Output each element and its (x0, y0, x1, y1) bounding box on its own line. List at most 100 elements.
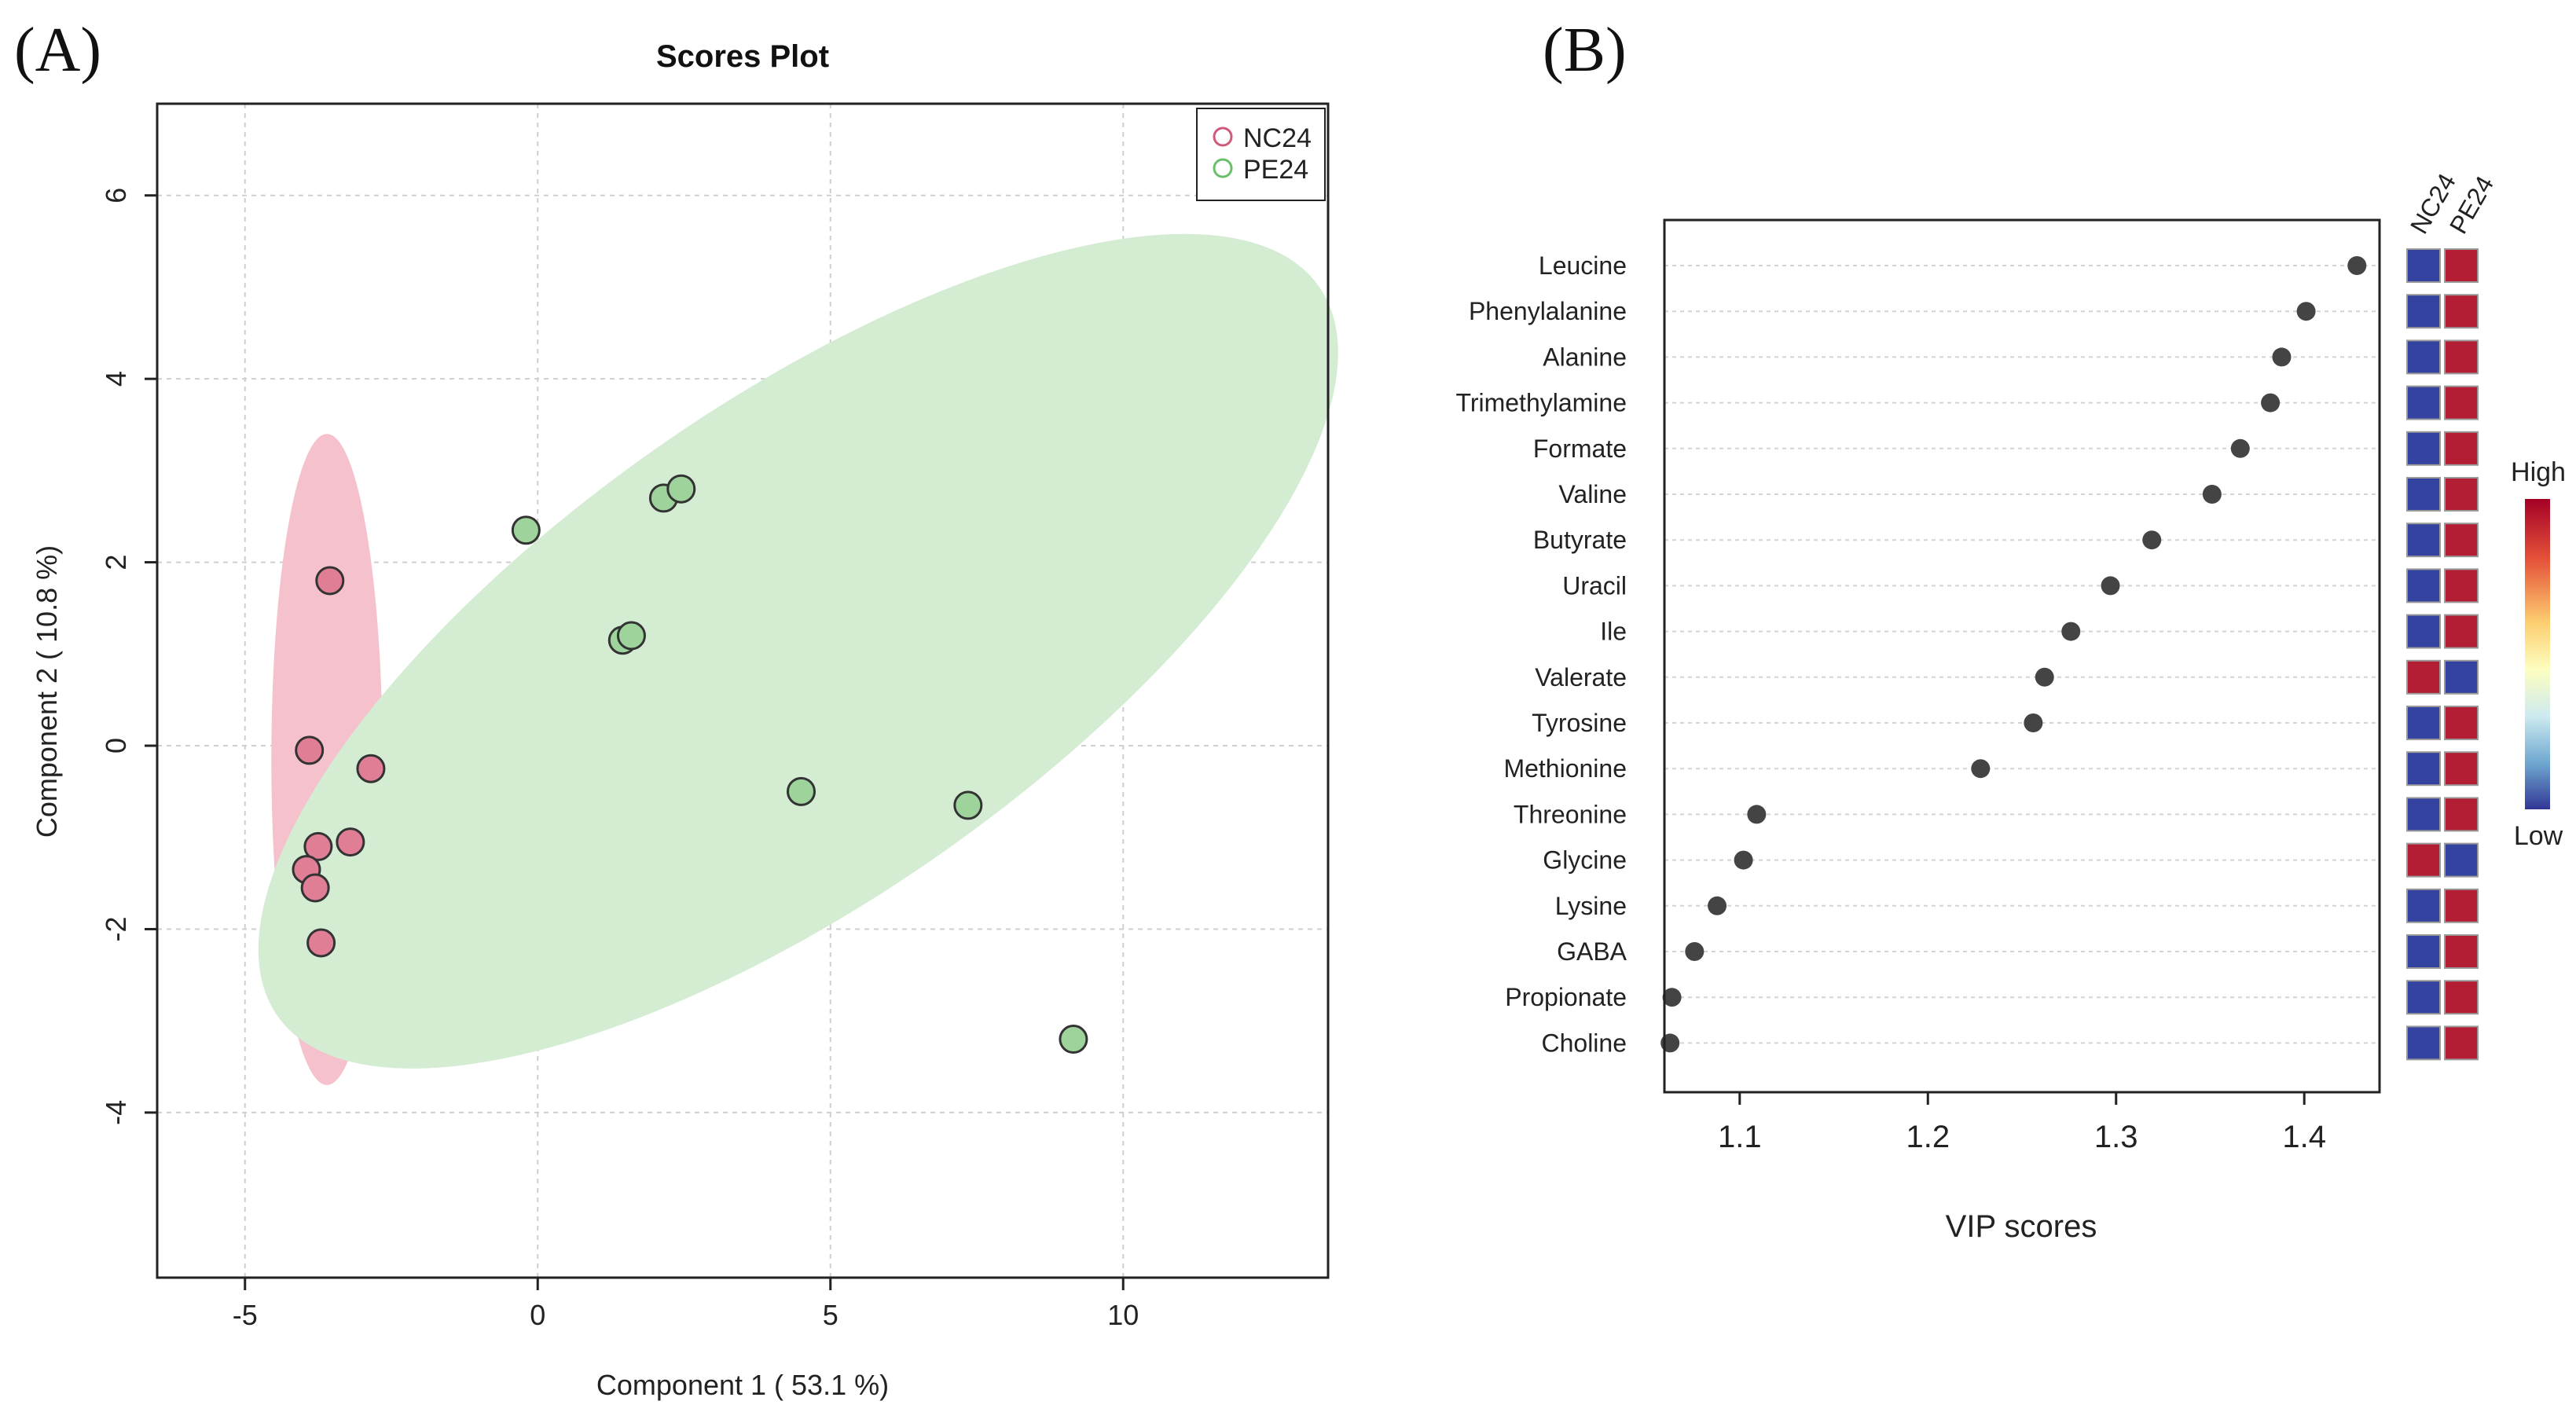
heatmap-cell-nc24 (2406, 568, 2441, 603)
group-ellipses (258, 233, 1338, 1085)
colorbar-high-label: High (2511, 457, 2566, 487)
heatmap-cell-nc24 (2406, 294, 2441, 329)
point-nc24 (306, 928, 336, 958)
heatmap-cell-pe24 (2444, 1025, 2479, 1061)
heatmap-cell-pe24 (2444, 888, 2479, 923)
y-tick-label: 2 (100, 555, 132, 570)
panel-a-scores-plot: (A) Scores Plot -5 0 5 10 -4 -2 0 2 4 6 Componen… (14, 16, 1338, 1401)
y-tick-label: 4 (100, 371, 132, 387)
heatmap-cell-pe24 (2444, 980, 2479, 1015)
heatmap-cell-pe24 (2444, 842, 2479, 878)
heatmap-cell-pe24 (2444, 706, 2479, 740)
panel-b-vip-plot: (B) Leucine Phenylalanine Alanine Trimethyl… (1455, 16, 2566, 1244)
vip-dot (1685, 942, 1704, 961)
y-tick-label: 0 (100, 738, 132, 754)
vip-feature-labels: Leucine Phenylalanine Alanine Trimethylamin… (1455, 251, 1627, 1057)
y-tick-label: -4 (100, 1100, 132, 1125)
scores-y-ticks: -4 -2 0 2 4 6 (100, 188, 157, 1125)
vip-dot (2347, 256, 2367, 275)
heatmap-cell-nc24 (2406, 888, 2441, 923)
heatmap-cell-pe24 (2444, 431, 2479, 466)
heatmap-cell-nc24 (2406, 431, 2441, 466)
heatmap-cell-pe24 (2444, 751, 2479, 787)
heatmap-cell-nc24 (2406, 339, 2441, 375)
feature-label: GABA (1557, 937, 1627, 966)
vip-heatmap (2406, 248, 2479, 1061)
panel-a-label: (A) (14, 16, 101, 85)
feature-label: Valerate (1535, 663, 1627, 691)
vip-x-tick-label: 1.3 (2094, 1120, 2138, 1154)
vip-dot (2061, 622, 2081, 641)
heatmap-cell-nc24 (2406, 614, 2441, 649)
heatmap-cell-nc24 (2406, 248, 2441, 283)
heatmap-cell-nc24 (2406, 523, 2441, 558)
feature-label: Trimethylamine (1455, 389, 1627, 417)
y-tick-label: -2 (100, 916, 132, 941)
ellipse-pe24 (258, 233, 1338, 1069)
feature-label: Methionine (1503, 754, 1627, 783)
heatmap-cell-pe24 (2444, 523, 2479, 558)
heatmap-cell-nc24 (2406, 385, 2441, 420)
point-pe24 (953, 790, 983, 820)
x-tick-label: 10 (1107, 1299, 1139, 1331)
vip-dot (1708, 896, 1727, 915)
legend-marker-nc24 (1213, 127, 1233, 147)
point-pe24 (511, 515, 541, 545)
scores-plot-title: Scores Plot (656, 39, 829, 74)
feature-label: Ile (1600, 618, 1627, 646)
point-pe24 (1059, 1025, 1088, 1054)
heatmap-cell-nc24 (2406, 797, 2441, 832)
point-pe24 (666, 474, 696, 504)
heatmap-cell-nc24 (2406, 477, 2441, 512)
heatmap-cell-nc24 (2406, 934, 2441, 969)
scores-y-axis-label: Component 2 ( 10.8 %) (31, 545, 63, 838)
point-nc24 (356, 754, 386, 783)
heatmap-cell-nc24 (2406, 1025, 2441, 1061)
feature-label: Tyrosine (1532, 709, 1627, 737)
feature-label: Uracil (1562, 571, 1627, 600)
vip-plot-frame (1663, 218, 2381, 1094)
x-tick-label: 0 (530, 1299, 545, 1331)
feature-label: Phenylalanine (1469, 297, 1627, 325)
scores-points (292, 474, 1088, 1054)
colorbar-low-label: Low (2514, 821, 2563, 851)
x-tick-label: 5 (823, 1299, 838, 1331)
point-nc24 (295, 735, 325, 765)
point-pe24 (787, 776, 816, 806)
vip-dot (2202, 485, 2222, 504)
vip-dot (2261, 393, 2281, 413)
heatmap-cell-pe24 (2444, 934, 2479, 969)
feature-label: Threonine (1514, 800, 1627, 828)
heatmap-cell-pe24 (2444, 614, 2479, 649)
heatmap-cell-pe24 (2444, 339, 2479, 375)
scores-legend: NC24 PE24 (1196, 108, 1326, 201)
vip-dot (1747, 805, 1767, 824)
feature-label: Valine (1558, 480, 1627, 508)
vip-dot (2272, 347, 2292, 367)
vip-dot (2230, 438, 2250, 458)
heatmap-cell-pe24 (2444, 385, 2479, 420)
vip-dot (2024, 713, 2043, 732)
vip-x-tick-label: 1.4 (2282, 1120, 2326, 1154)
feature-label: Formate (1533, 435, 1627, 463)
vip-dot (1662, 988, 1682, 1007)
vip-dots (1660, 256, 2367, 1053)
legend-marker-pe24 (1213, 158, 1233, 178)
vip-dot (2142, 530, 2162, 550)
heatmap-cell-nc24 (2406, 751, 2441, 787)
vip-dot (2101, 576, 2120, 596)
y-tick-label: 6 (100, 188, 132, 204)
heatmap-cell-pe24 (2444, 248, 2479, 283)
heatmap-cell-pe24 (2444, 568, 2479, 603)
scores-x-axis-label: Component 1 ( 53.1 %) (596, 1369, 889, 1401)
vip-grid (1664, 265, 2380, 1044)
point-pe24 (616, 621, 646, 651)
heatmap-cell-pe24 (2444, 294, 2479, 329)
colorbar-gradient (2525, 499, 2550, 809)
vip-dot (1734, 850, 1753, 870)
heatmap-cell-nc24 (2406, 842, 2441, 878)
feature-label: Glycine (1543, 846, 1627, 875)
vip-x-tick-label: 1.2 (1906, 1120, 1950, 1154)
vip-dot (2296, 302, 2316, 321)
heatmap-cell-nc24 (2406, 980, 2441, 1015)
